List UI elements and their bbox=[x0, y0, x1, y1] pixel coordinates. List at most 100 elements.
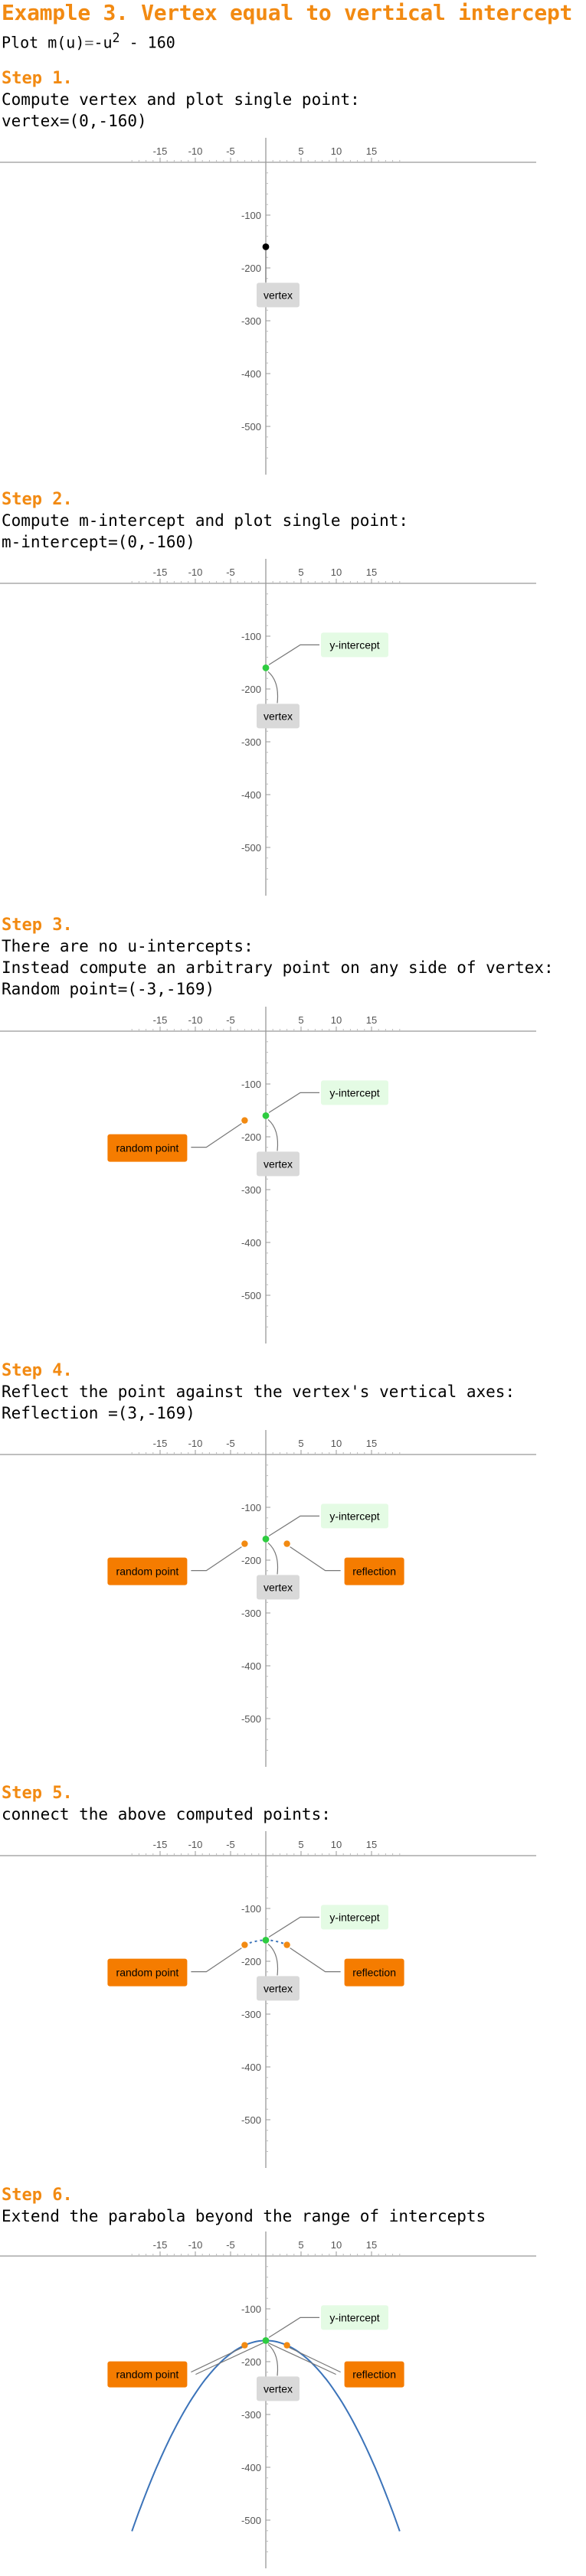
function-name: m(u) bbox=[47, 33, 85, 52]
y-tick-label: -300 bbox=[241, 1184, 261, 1196]
vertex-label: vertex bbox=[257, 1575, 300, 1600]
step-1-plot: -15 -10 -5 5 10 15 -100 -200 -300 -400 -500 vertex bbox=[0, 138, 536, 475]
y-tick-label: -500 bbox=[241, 1713, 261, 1725]
y-tick-label: -300 bbox=[241, 315, 261, 327]
random-point-leader bbox=[191, 1123, 242, 1148]
vertex-point-marker bbox=[262, 243, 270, 250]
x-tick-label: 10 bbox=[331, 1839, 342, 1850]
reflection-label-box bbox=[344, 1557, 404, 1585]
plot-prefix: Plot bbox=[2, 33, 48, 52]
step-1-heading: Step 1. bbox=[2, 69, 73, 88]
x-tick-label: 15 bbox=[366, 1014, 377, 1026]
y-intercept-point-marker bbox=[262, 1536, 270, 1543]
y-tick-label: -400 bbox=[241, 2062, 261, 2073]
random-point-label: random point bbox=[107, 1958, 188, 1987]
y-intercept-leader bbox=[268, 2316, 319, 2338]
x-tick-label: 15 bbox=[366, 145, 377, 157]
step-1-line-2: vertex=(0,-160) bbox=[2, 112, 147, 130]
random-point-label: random point bbox=[107, 1134, 188, 1162]
y-intercept-label-text: y-intercept bbox=[329, 1911, 379, 1923]
x-tick-label: 5 bbox=[298, 1438, 303, 1449]
x-tick-label: -15 bbox=[153, 2239, 168, 2251]
y-intercept-point-marker bbox=[262, 1937, 270, 1944]
reflection-label: reflection bbox=[344, 1557, 404, 1585]
step-2-line-1: Compute m-intercept and plot single poin… bbox=[2, 511, 409, 530]
random-point-leader-a bbox=[191, 2347, 243, 2373]
y-intercept-point-marker bbox=[262, 664, 270, 671]
vertex-label-text: vertex bbox=[264, 1581, 293, 1593]
step-2-plot: -15 -10 -5 5 10 15 -100 -200 -300 -400 -500 y-inter… bbox=[0, 559, 536, 896]
vertex-label-box bbox=[257, 704, 300, 729]
x-tick-label: 10 bbox=[331, 145, 342, 157]
random-point-label: random point bbox=[107, 2361, 188, 2388]
step-4-line-2: Reflection =(3,-169) bbox=[2, 1404, 195, 1422]
vertex-label-text: vertex bbox=[264, 2382, 293, 2395]
y-intercept-point-marker bbox=[262, 1112, 270, 1119]
y-tick-label: -300 bbox=[241, 2409, 261, 2421]
x-tick-label: -15 bbox=[153, 1438, 168, 1449]
x-tick-label: -15 bbox=[153, 1014, 168, 1026]
random-point-marker bbox=[241, 1540, 248, 1547]
y-tick-label: -400 bbox=[241, 2462, 261, 2473]
vertex-label: vertex bbox=[257, 1976, 300, 2001]
step-3-plot: -15 -10 -5 5 10 15 -100 -200 -300 -400 -500 y-inter… bbox=[0, 1007, 536, 1344]
step-4-plot: -15 -10 -5 5 10 15 -100 -200 -300 -400 -500 y-inter… bbox=[0, 1430, 536, 1767]
y-tick-label: -300 bbox=[241, 2009, 261, 2020]
page-title: Example 3. Vertex equal to vertical inte… bbox=[2, 0, 573, 25]
step-6-heading: Step 6. bbox=[2, 2186, 73, 2205]
step-6-plot: -15 -10 -5 5 10 15 -100 -200 -300 -400 -500 y-inter… bbox=[0, 2232, 536, 2568]
x-tick-label: 15 bbox=[366, 1839, 377, 1850]
y-intercept-label: y-intercept bbox=[321, 1503, 388, 1529]
y-tick-label: -400 bbox=[241, 789, 261, 801]
y-tick-label: -300 bbox=[241, 1608, 261, 1619]
x-tick-label: -10 bbox=[188, 566, 203, 578]
random-point-label: random point bbox=[107, 1557, 188, 1585]
x-tick-label: 10 bbox=[331, 566, 342, 578]
random-point-leader bbox=[191, 1546, 242, 1572]
x-tick-label: 15 bbox=[366, 566, 377, 578]
x-tick-label: -10 bbox=[188, 2239, 203, 2251]
reflection-label-box bbox=[344, 1958, 404, 1987]
x-tick-label: -15 bbox=[153, 566, 168, 578]
random-point-leader-b bbox=[195, 2342, 264, 2375]
y-intercept-label: y-intercept bbox=[321, 632, 388, 658]
y-intercept-leader bbox=[268, 1515, 319, 1536]
random-point-leader bbox=[191, 1948, 242, 1973]
vertex-label: vertex bbox=[257, 1151, 300, 1177]
y-tick-label: -500 bbox=[241, 842, 261, 854]
x-tick-label: -10 bbox=[188, 145, 203, 157]
y-tick-label: -400 bbox=[241, 1660, 261, 1672]
y-intercept-label-box bbox=[321, 632, 388, 658]
y-tick-label: -200 bbox=[241, 2356, 261, 2368]
vertex-label-text: vertex bbox=[264, 289, 293, 301]
step-2-line-2: m-intercept=(0,-160) bbox=[2, 533, 195, 551]
reflection-label-text: reflection bbox=[352, 1967, 396, 1979]
equals-sign: = bbox=[84, 33, 94, 52]
vertex-label-box bbox=[257, 1976, 300, 2001]
x-tick-label: -5 bbox=[226, 1839, 235, 1850]
x-tick-label: -5 bbox=[226, 145, 235, 157]
y-intercept-label: y-intercept bbox=[321, 2305, 388, 2330]
vertex-label: vertex bbox=[257, 704, 300, 729]
random-point-label-text: random point bbox=[116, 1967, 179, 1979]
x-tick-label: -15 bbox=[153, 1839, 168, 1850]
random-point-marker bbox=[241, 1941, 248, 1948]
x-tick-label: -5 bbox=[226, 566, 235, 578]
random-point-label-text: random point bbox=[116, 1566, 179, 1578]
y-tick-label: -200 bbox=[241, 684, 261, 695]
reflection-label: reflection bbox=[344, 2361, 404, 2388]
x-tick-label: 5 bbox=[298, 145, 303, 157]
x-tick-label: -10 bbox=[188, 1438, 203, 1449]
y-tick-label: -200 bbox=[241, 1956, 261, 1967]
y-intercept-leader bbox=[268, 1092, 319, 1113]
step-1-line-1: Compute vertex and plot single point: bbox=[2, 90, 360, 109]
step-3-line-3: Random point=(-3,-169) bbox=[2, 980, 215, 998]
x-tick-label: 10 bbox=[331, 1438, 342, 1449]
reflection-label-text: reflection bbox=[352, 2369, 396, 2381]
y-tick-label: -400 bbox=[241, 368, 261, 380]
function-rhs: -u bbox=[93, 33, 113, 52]
y-tick-label: -400 bbox=[241, 1237, 261, 1249]
random-point-label-box bbox=[107, 1134, 188, 1162]
vertex-label-box bbox=[257, 2376, 300, 2401]
reflection-point-marker bbox=[283, 2342, 290, 2349]
